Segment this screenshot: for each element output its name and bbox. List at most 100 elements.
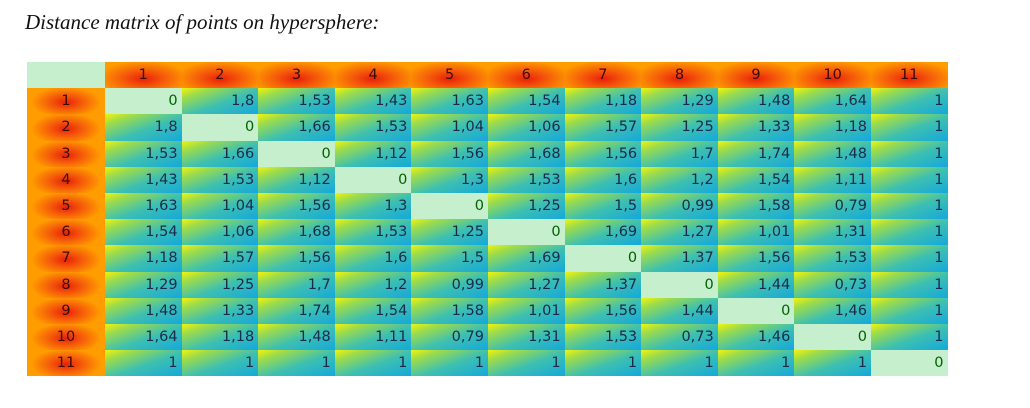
- distance-cell: 1,25: [487, 192, 565, 220]
- distance-cell: 1,53: [181, 166, 259, 193]
- row-header: 10: [27, 323, 105, 351]
- distance-cell: 1,06: [181, 219, 259, 246]
- distance-cell: 1: [105, 350, 182, 377]
- distance-cell: 1,25: [411, 219, 488, 246]
- distance-cell: 1,43: [334, 88, 412, 115]
- distance-cell: 1,58: [411, 297, 488, 324]
- table-row: 10 1,64 1,18 1,48 1,11 0,79 1,31 1,53 0,73 1,46 0 1: [27, 323, 948, 351]
- distance-cell: 1: [564, 350, 642, 377]
- distance-cell: 1,01: [717, 219, 795, 246]
- diagonal-cell: 0: [105, 88, 182, 115]
- distance-cell: 1,66: [181, 140, 259, 167]
- distance-cell: 1,43: [105, 166, 182, 193]
- row-header: 4: [27, 166, 105, 193]
- distance-cell: 1,48: [105, 297, 182, 324]
- distance-cell: 1,56: [717, 245, 795, 272]
- diagonal-cell: 0: [181, 114, 259, 141]
- diagonal-cell: 0: [487, 219, 565, 246]
- distance-cell: 0,73: [794, 271, 871, 298]
- distance-cell: 1,48: [794, 140, 871, 167]
- distance-cell: 1: [870, 166, 948, 193]
- diagonal-cell: 0: [717, 297, 795, 324]
- column-header: 9: [717, 62, 795, 89]
- distance-cell: 1,53: [334, 114, 412, 141]
- column-header: 4: [334, 62, 412, 89]
- table-row: 1 0 1,8 1,53 1,43 1,63 1,54 1,18 1,29 1,48 1,64 1: [27, 88, 948, 115]
- distance-cell: 1,01: [487, 297, 565, 324]
- row-header: 11: [27, 350, 105, 377]
- row-header: 2: [27, 114, 105, 141]
- distance-cell: 1,69: [487, 245, 565, 272]
- distance-cell: 0,73: [641, 323, 718, 351]
- column-header: 8: [641, 62, 718, 89]
- distance-cell: 1,6: [334, 245, 412, 272]
- distance-cell: 1,46: [794, 297, 871, 324]
- distance-cell: 1,11: [794, 166, 871, 193]
- distance-cell: 0,99: [641, 192, 718, 220]
- diagonal-cell: 0: [258, 140, 335, 167]
- distance-cell: 1,25: [641, 114, 718, 141]
- row-header: 3: [27, 140, 105, 167]
- diagonal-cell: 0: [334, 166, 412, 193]
- diagonal-cell: 0: [641, 271, 718, 298]
- table-row: 9 1,48 1,33 1,74 1,54 1,58 1,01 1,56 1,44 0 1,46 1: [27, 297, 948, 324]
- distance-cell: 1,06: [487, 114, 565, 141]
- diagonal-cell: 0: [564, 245, 642, 272]
- row-header: 5: [27, 192, 105, 220]
- distance-cell: 1,27: [641, 219, 718, 246]
- distance-cell: 1,7: [641, 140, 718, 167]
- column-header: 2: [181, 62, 259, 89]
- page-title: Distance matrix of points on hypersphere…: [25, 10, 380, 34]
- distance-cell: 1,68: [487, 140, 565, 167]
- header-row: 1 2 3 4 5 6 7 8 9 10 11: [27, 62, 948, 89]
- distance-cell: 1,7: [258, 271, 335, 298]
- table-row: 4 1,43 1,53 1,12 0 1,3 1,53 1,6 1,2 1,54 1,11 1: [27, 166, 948, 193]
- column-header: 1: [105, 62, 182, 89]
- table-row: 5 1,63 1,04 1,56 1,3 0 1,25 1,5 0,99 1,58 0,79 1: [27, 192, 948, 220]
- diagonal-cell: 0: [411, 192, 488, 220]
- distance-cell: 1,6: [564, 166, 642, 193]
- distance-cell: 1,66: [258, 114, 335, 141]
- row-header: 6: [27, 219, 105, 246]
- distance-cell: 1,56: [258, 245, 335, 272]
- diagonal-cell: 0: [870, 350, 948, 377]
- distance-cell: 1,53: [487, 166, 565, 193]
- distance-cell: 1,56: [564, 297, 642, 324]
- distance-cell: 1,31: [487, 323, 565, 351]
- distance-cell: 1,48: [717, 88, 795, 115]
- distance-cell: 1: [870, 245, 948, 272]
- column-header: 6: [487, 62, 565, 89]
- distance-cell: 0,79: [794, 192, 871, 220]
- distance-cell: 1,8: [181, 88, 259, 115]
- distance-cell: 0,99: [411, 271, 488, 298]
- distance-cell: 1: [870, 114, 948, 141]
- distance-cell: 0,79: [411, 323, 488, 351]
- distance-cell: 1,56: [411, 140, 488, 167]
- distance-cell: 1,29: [641, 88, 718, 115]
- distance-cell: 1,2: [641, 166, 718, 193]
- distance-cell: 1,18: [794, 114, 871, 141]
- distance-cell: 1: [411, 350, 488, 377]
- table-row: 8 1,29 1,25 1,7 1,2 0,99 1,27 1,37 0 1,44 0,73 1: [27, 271, 948, 298]
- distance-cell: 1,37: [641, 245, 718, 272]
- matrix-body: 1 0 1,8 1,53 1,43 1,63 1,54 1,18 1,29 1,48 1,64 1 2 1…: [27, 88, 948, 377]
- distance-cell: 1,3: [334, 192, 412, 220]
- distance-cell: 1: [487, 350, 565, 377]
- row-header: 7: [27, 245, 105, 272]
- distance-cell: 1,53: [564, 323, 642, 351]
- distance-cell: 1,64: [105, 323, 182, 351]
- distance-cell: 1,57: [181, 245, 259, 272]
- distance-cell: 1,63: [105, 192, 182, 220]
- distance-cell: 1,48: [258, 323, 335, 351]
- distance-cell: 1,33: [717, 114, 795, 141]
- distance-cell: 1,5: [564, 192, 642, 220]
- distance-cell: 1,2: [334, 271, 412, 298]
- distance-cell: 1,64: [794, 88, 871, 115]
- distance-cell: 1,5: [411, 245, 488, 272]
- diagonal-cell: 0: [794, 323, 871, 351]
- distance-cell: 1,46: [717, 323, 795, 351]
- distance-cell: 1,54: [334, 297, 412, 324]
- distance-cell: 1,33: [181, 297, 259, 324]
- column-header: 7: [564, 62, 642, 89]
- distance-cell: 1,18: [181, 323, 259, 351]
